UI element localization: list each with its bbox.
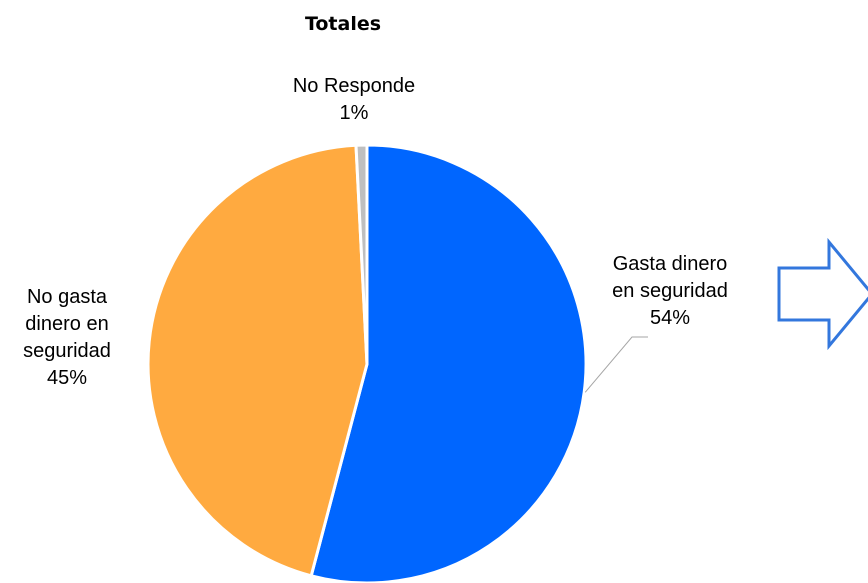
slice-label-gasta-dinero: Gasta dinero en seguridad 54% [612,253,728,329]
slice-labels: Gasta dinero en seguridad 54% No gasta diner… [23,75,728,389]
slice-percent-label: 54% [650,307,690,329]
slice-label-no-gasta-dinero: No gasta dinero en seguridad 45% [23,286,111,389]
slice-name-line: seguridad [23,340,111,362]
leader-line [584,336,648,393]
pie-slice-gasta-dinero [309,143,588,583]
slice-percent-label: 45% [47,367,87,389]
pie-slice-no-responde [354,143,369,366]
pie-slices [146,143,588,583]
chart-title: Totales [305,13,381,35]
callout-arrow-icon [777,237,868,351]
slice-label-no-responde: No Responde 1% [293,75,415,124]
pie-slice-no-gasta-dinero [146,143,369,578]
slice-name-line: en seguridad [612,280,728,302]
slice-name-line: dinero en [25,313,108,335]
slice-name-line: No gasta [27,286,108,308]
slice-name-line: No Responde [293,75,415,97]
slice-percent-label: 1% [340,102,369,124]
slice-name-line: Gasta dinero [613,253,728,275]
